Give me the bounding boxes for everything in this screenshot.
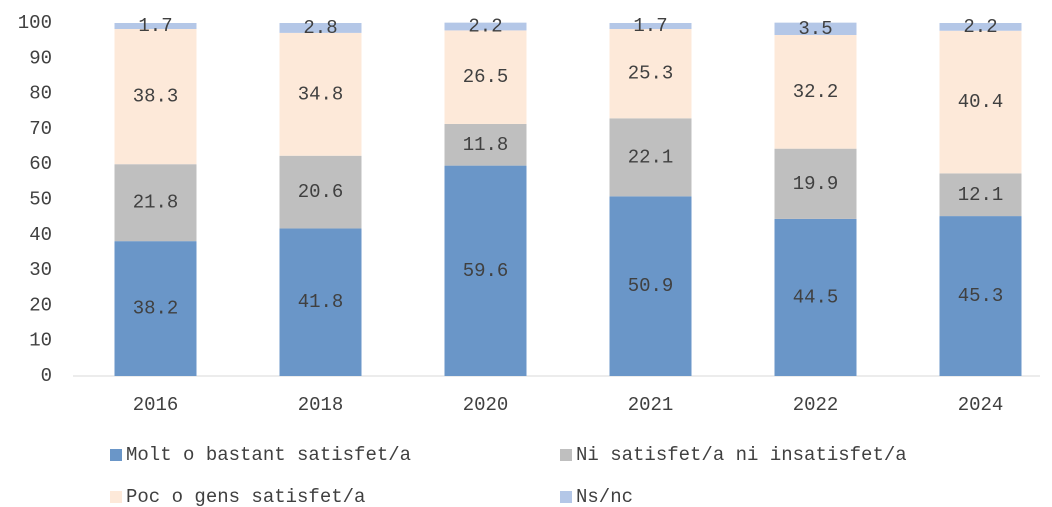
y-tick-label: 70 bbox=[29, 118, 52, 140]
data-label: 25.3 bbox=[628, 63, 674, 85]
data-label: 1.7 bbox=[633, 15, 667, 37]
bar-segment bbox=[609, 23, 692, 30]
bar-segment bbox=[939, 30, 1022, 174]
y-tick-label: 40 bbox=[29, 224, 52, 246]
data-label: 50.9 bbox=[628, 275, 674, 297]
bar-segment bbox=[609, 196, 692, 376]
bar-segment bbox=[114, 23, 197, 30]
bar-segment bbox=[279, 228, 362, 376]
x-tick-label: 2018 bbox=[298, 394, 344, 416]
bar-segment bbox=[774, 22, 857, 36]
bar-segment bbox=[114, 241, 197, 376]
data-label: 2.8 bbox=[303, 17, 337, 39]
y-tick-label: 50 bbox=[29, 189, 52, 211]
data-label: 21.8 bbox=[133, 192, 179, 214]
bar-segment bbox=[114, 29, 197, 165]
data-label: 45.3 bbox=[958, 285, 1004, 307]
bar-segment bbox=[279, 23, 362, 33]
bar-segment bbox=[279, 32, 362, 156]
legend-label: Ns/nc bbox=[576, 486, 633, 507]
legend-swatch bbox=[110, 449, 122, 461]
data-label: 2.2 bbox=[468, 16, 502, 38]
y-tick-label: 80 bbox=[29, 83, 52, 105]
x-tick-label: 2021 bbox=[628, 394, 674, 416]
data-label: 59.6 bbox=[463, 260, 509, 282]
y-tick-label: 100 bbox=[18, 12, 52, 34]
bar-segment bbox=[444, 123, 527, 166]
data-label: 2.2 bbox=[963, 16, 997, 38]
y-tick-label: 60 bbox=[29, 153, 52, 175]
bar-segment bbox=[609, 29, 692, 119]
data-label: 32.2 bbox=[793, 81, 839, 103]
data-label: 19.9 bbox=[793, 173, 839, 195]
legend-label: Molt o bastant satisfet/a bbox=[126, 444, 411, 466]
data-label: 26.5 bbox=[463, 66, 509, 88]
y-tick-label: 90 bbox=[29, 47, 52, 69]
bar-segment bbox=[939, 216, 1022, 376]
legend-label: Ni satisfet/a ni insatisfet/a bbox=[576, 444, 907, 466]
legend-swatch bbox=[560, 449, 572, 461]
data-label: 44.5 bbox=[793, 286, 839, 308]
bar-segment bbox=[774, 35, 857, 149]
y-tick-label: 30 bbox=[29, 259, 52, 281]
bar-segment bbox=[279, 155, 362, 229]
y-tick-label: 0 bbox=[41, 365, 52, 387]
data-label: 11.8 bbox=[463, 134, 509, 156]
bar-segment bbox=[114, 164, 197, 242]
x-tick-label: 2022 bbox=[793, 394, 839, 416]
bar-segment bbox=[939, 173, 1022, 217]
y-tick-label: 20 bbox=[29, 294, 52, 316]
legend-swatch bbox=[560, 491, 572, 503]
data-label: 34.8 bbox=[298, 83, 344, 105]
data-label: 20.6 bbox=[298, 181, 344, 203]
bar-segment bbox=[609, 118, 692, 197]
data-label: 12.1 bbox=[958, 184, 1004, 206]
x-tick-label: 2024 bbox=[958, 394, 1004, 416]
y-tick-label: 10 bbox=[29, 330, 52, 352]
data-label: 40.4 bbox=[958, 91, 1004, 113]
bar-segment bbox=[444, 30, 527, 124]
data-label: 38.3 bbox=[133, 86, 179, 108]
x-tick-label: 2020 bbox=[463, 394, 509, 416]
bar-segment bbox=[444, 165, 527, 376]
x-tick-label: 2016 bbox=[133, 394, 179, 416]
data-label: 38.2 bbox=[133, 298, 179, 320]
legend-label: Poc o gens satisfet/a bbox=[126, 486, 365, 507]
bar-segment bbox=[774, 218, 857, 376]
bar-segment bbox=[444, 22, 527, 31]
bar-segment bbox=[774, 148, 857, 219]
data-label: 3.5 bbox=[798, 18, 832, 40]
bar-segment bbox=[939, 23, 1022, 31]
data-label: 1.7 bbox=[138, 15, 172, 37]
legend-swatch bbox=[110, 491, 122, 503]
data-label: 41.8 bbox=[298, 291, 344, 313]
data-label: 22.1 bbox=[628, 146, 674, 168]
